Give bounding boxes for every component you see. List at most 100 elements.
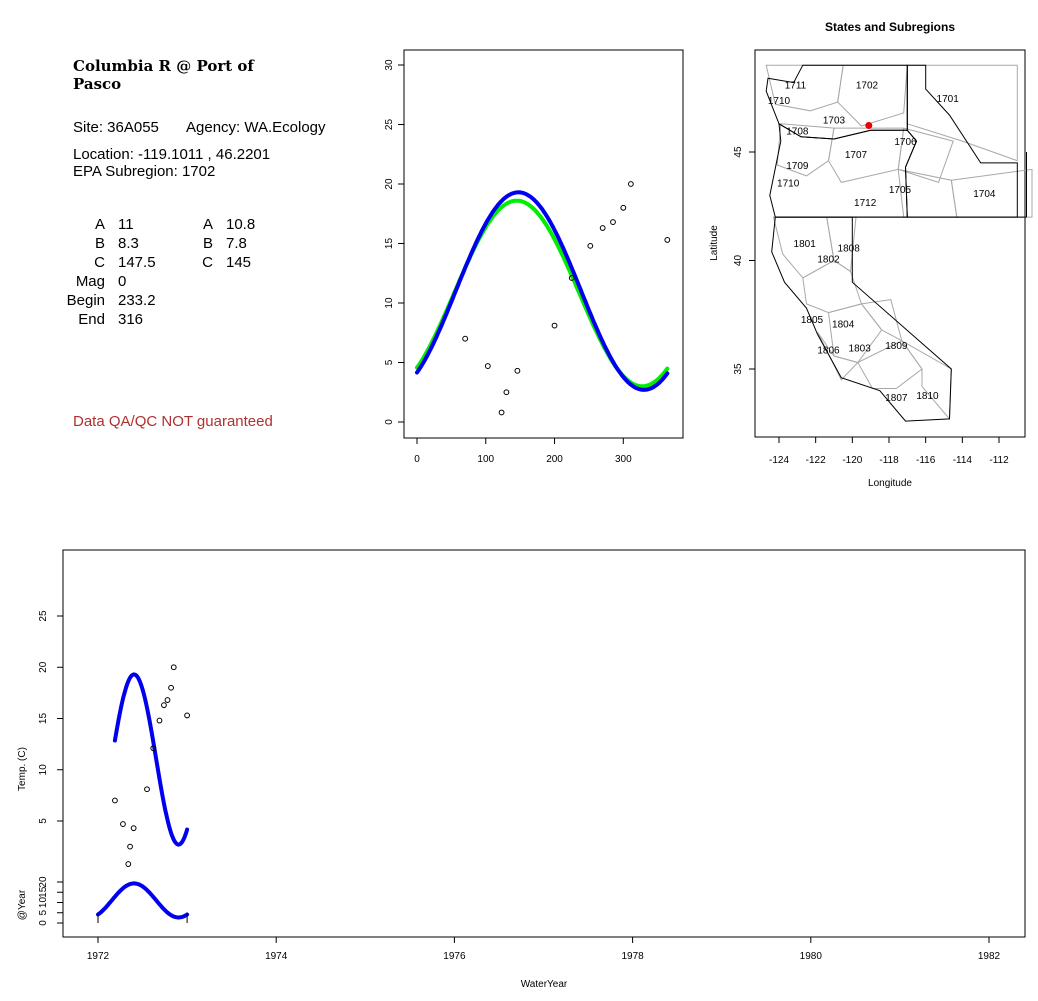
timeseries-x-tick-label: 1978 [621, 951, 644, 962]
seasonal-x-tick-label: 0 [414, 454, 420, 465]
site-agency: Agency: WA.Ecology [186, 119, 326, 136]
seasonal-point [587, 242, 594, 249]
timeseries-point [112, 797, 118, 804]
seasonal-fit-blue [415, 190, 670, 392]
timeseries-point [127, 843, 133, 850]
map-y-tick-label: 35 [733, 363, 744, 375]
timeseries-x-tick-label: 1974 [265, 951, 288, 962]
seasonal-point [551, 322, 558, 329]
map-region-label: 1701 [937, 94, 960, 105]
site-location: Location: -119.1011 , 46.2201 [73, 146, 271, 163]
timeseries-point [170, 664, 177, 671]
seasonal-point [620, 204, 627, 211]
map-state-outline [771, 216, 952, 422]
map-region-label: 1707 [845, 150, 868, 161]
param-value-c: 147.5 [118, 254, 156, 271]
seasonal-y-tick-label: 5 [384, 359, 395, 365]
timeseries-y-tick-label: 5 [38, 818, 49, 824]
seasonal-point [484, 363, 491, 369]
site-title: Columbia R @ Port of Pasco [73, 57, 254, 93]
seasonal-x-tick-label: 300 [615, 454, 632, 465]
seasonal-y-tick-label: 30 [384, 59, 395, 71]
timeseries-y-label: Temp. (C) [17, 747, 28, 791]
param2-label-c: C [202, 254, 213, 271]
param-value-end: 316 [118, 311, 144, 328]
timeseries-point [120, 821, 126, 827]
seasonal-point [462, 335, 469, 342]
map-x-tick-label: -122 [806, 455, 826, 466]
map-y-tick-label: 45 [733, 146, 744, 158]
map-subregion-outline [950, 168, 1033, 218]
param-label-end: End [78, 311, 105, 328]
param-label-b: B [94, 235, 105, 252]
seasonal-point [514, 367, 521, 374]
qa-note: Data QA/QC NOT guaranteed [73, 413, 273, 430]
map-y-tick-label: 40 [733, 255, 744, 267]
seasonal-plot-frame [403, 49, 684, 439]
timeseries-point [164, 697, 171, 703]
map-region-label: 1703 [823, 115, 846, 126]
timeseries-small-y-tick-label: 15 [38, 886, 49, 898]
map-x-tick-label: -120 [842, 455, 862, 466]
map-region-label: 1805 [801, 315, 824, 326]
map-subregion-outline [897, 127, 954, 184]
timeseries-y-tick-label: 25 [38, 610, 49, 622]
param-label-a: A [94, 216, 105, 233]
seasonal-point [599, 225, 606, 231]
map-x-label: Longitude [868, 478, 912, 489]
site-id: Site: 36A055 [73, 119, 159, 136]
map-region-label: 1708 [786, 126, 809, 137]
param-label-c: C [94, 254, 105, 271]
param-value-b: 8.3 [118, 235, 139, 252]
timeseries-point [150, 745, 157, 752]
map-site-point [865, 122, 873, 130]
timeseries-point [161, 702, 167, 709]
map-region-label: 1808 [838, 243, 861, 254]
timeseries-y-tick-label: 20 [38, 661, 49, 673]
map-x-tick-label: -116 [916, 455, 936, 466]
timeseries-small-y-tick-label: 20 [38, 876, 49, 888]
param2-value-a: 10.8 [226, 216, 256, 233]
seasonal-y-tick-label: 20 [384, 178, 395, 190]
seasonal-y-tick-label: 10 [384, 297, 395, 309]
site-subregion: EPA Subregion: 1702 [73, 163, 216, 180]
seasonal-y-tick-label: 25 [384, 119, 395, 131]
timeseries-point [144, 786, 150, 793]
timeseries-x-tick-label: 1982 [978, 951, 1001, 962]
timeseries-point [168, 684, 174, 691]
seasonal-point [664, 237, 671, 243]
seasonal-point [627, 181, 634, 187]
map-region-label: 1709 [786, 161, 809, 172]
seasonal-point [568, 275, 575, 281]
param-label-begin: Begin [66, 292, 105, 309]
param2-value-b: 7.8 [226, 235, 247, 252]
timeseries-x-tick-label: 1976 [443, 951, 466, 962]
seasonal-point [498, 409, 505, 416]
map-x-tick-label: -112 [989, 455, 1009, 466]
map-region-label: 1710 [777, 178, 800, 189]
timeseries-small-y-tick-label: 10 [38, 897, 49, 909]
param2-label-b: B [202, 235, 213, 252]
seasonal-y-tick-label: 0 [384, 419, 395, 425]
seasonal-x-tick-label: 100 [477, 454, 494, 465]
map-region-label: 1706 [894, 137, 917, 148]
timeseries-plot-frame [62, 549, 1026, 938]
param-value-a: 11 [118, 216, 134, 233]
param2-value-c: 145 [226, 254, 252, 271]
map-region-label: 1710 [768, 96, 791, 107]
map-region-label: 1801 [794, 239, 817, 250]
timeseries-point [125, 861, 132, 867]
map-x-tick-label: -124 [769, 455, 789, 466]
param-value-mag: 0 [118, 273, 127, 290]
map-x-tick-label: -118 [879, 455, 899, 466]
map-region-label: 1711 [785, 81, 807, 92]
site-title-line1: Columbia R @ Port of [73, 57, 254, 75]
timeseries-point [156, 717, 163, 724]
timeseries-point [130, 825, 137, 832]
map-region-label: 1705 [889, 185, 912, 196]
param-value-begin: 233.2 [118, 292, 156, 309]
map-region-label: 1712 [854, 198, 877, 209]
map-subregion-outline [857, 340, 923, 389]
timeseries-year-curve [96, 881, 190, 920]
